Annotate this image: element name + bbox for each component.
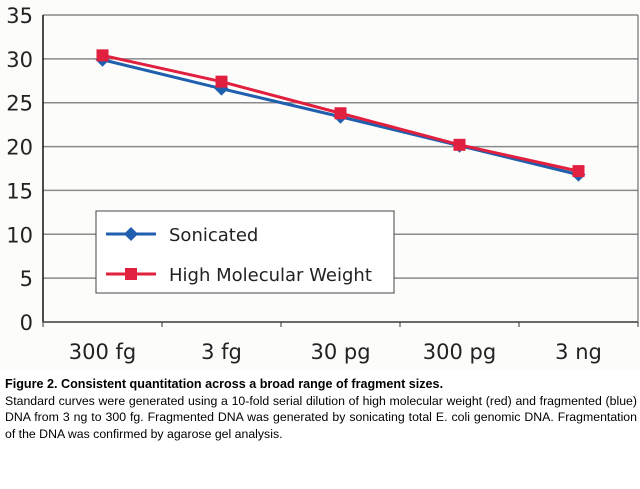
data-point-3 <box>453 138 466 151</box>
line-chart: 0 5 10 15 20 25 30 35 300 fg 3 fg 30 pg 300 pg 3 ng… <box>6 4 639 364</box>
axes <box>42 15 639 327</box>
x-tick-label-0: 300 fg <box>69 340 136 364</box>
y-tick-label-15: 15 <box>6 179 33 203</box>
legend-marker-square <box>125 268 137 280</box>
x-tick-label-4: 3 ng <box>555 340 602 364</box>
legend-marker-diamond <box>124 227 138 241</box>
chart-area: 0 5 10 15 20 25 30 35 300 fg 3 fg 30 pg 300 pg 3 ng… <box>6 4 639 364</box>
caption-body: Standard curves were generated using a 1… <box>5 393 637 441</box>
y-tick-label-20: 20 <box>6 136 33 160</box>
x-tick-label-2: 30 pg <box>310 340 370 364</box>
series-high-molecular-weight <box>96 49 585 178</box>
caption-title: Figure 2. Consistent quantitation across… <box>5 377 444 391</box>
data-point-4 <box>572 165 585 178</box>
y-tick-label-5: 5 <box>20 267 33 291</box>
legend-item-1: High Molecular Weight <box>106 265 372 286</box>
y-tick-label-10: 10 <box>6 223 33 247</box>
y-tick-label-35: 35 <box>6 4 33 28</box>
data-point-2 <box>334 107 347 120</box>
x-tick-label-3: 300 pg <box>423 340 496 364</box>
data-point-1 <box>215 75 228 88</box>
y-tick-label-30: 30 <box>6 48 33 72</box>
legend-label: Sonicated <box>169 225 258 246</box>
y-tick-label-25: 25 <box>6 92 33 116</box>
figure-caption: Figure 2. Consistent quantitation across… <box>5 376 637 442</box>
legend-box <box>95 210 395 294</box>
data-point-0 <box>96 49 109 62</box>
legend-item-0: Sonicated <box>106 225 258 246</box>
legend-label: High Molecular Weight <box>169 265 372 286</box>
x-tick-labels: 300 fg 3 fg 30 pg 300 pg 3 ng <box>69 340 602 364</box>
y-tick-labels: 0 5 10 15 20 25 30 35 <box>6 4 33 335</box>
x-tick-label-1: 3 fg <box>201 340 242 364</box>
y-tick-label-0: 0 <box>20 311 33 335</box>
series <box>95 49 586 182</box>
legend: Sonicated High Molecular Weight <box>95 210 395 294</box>
